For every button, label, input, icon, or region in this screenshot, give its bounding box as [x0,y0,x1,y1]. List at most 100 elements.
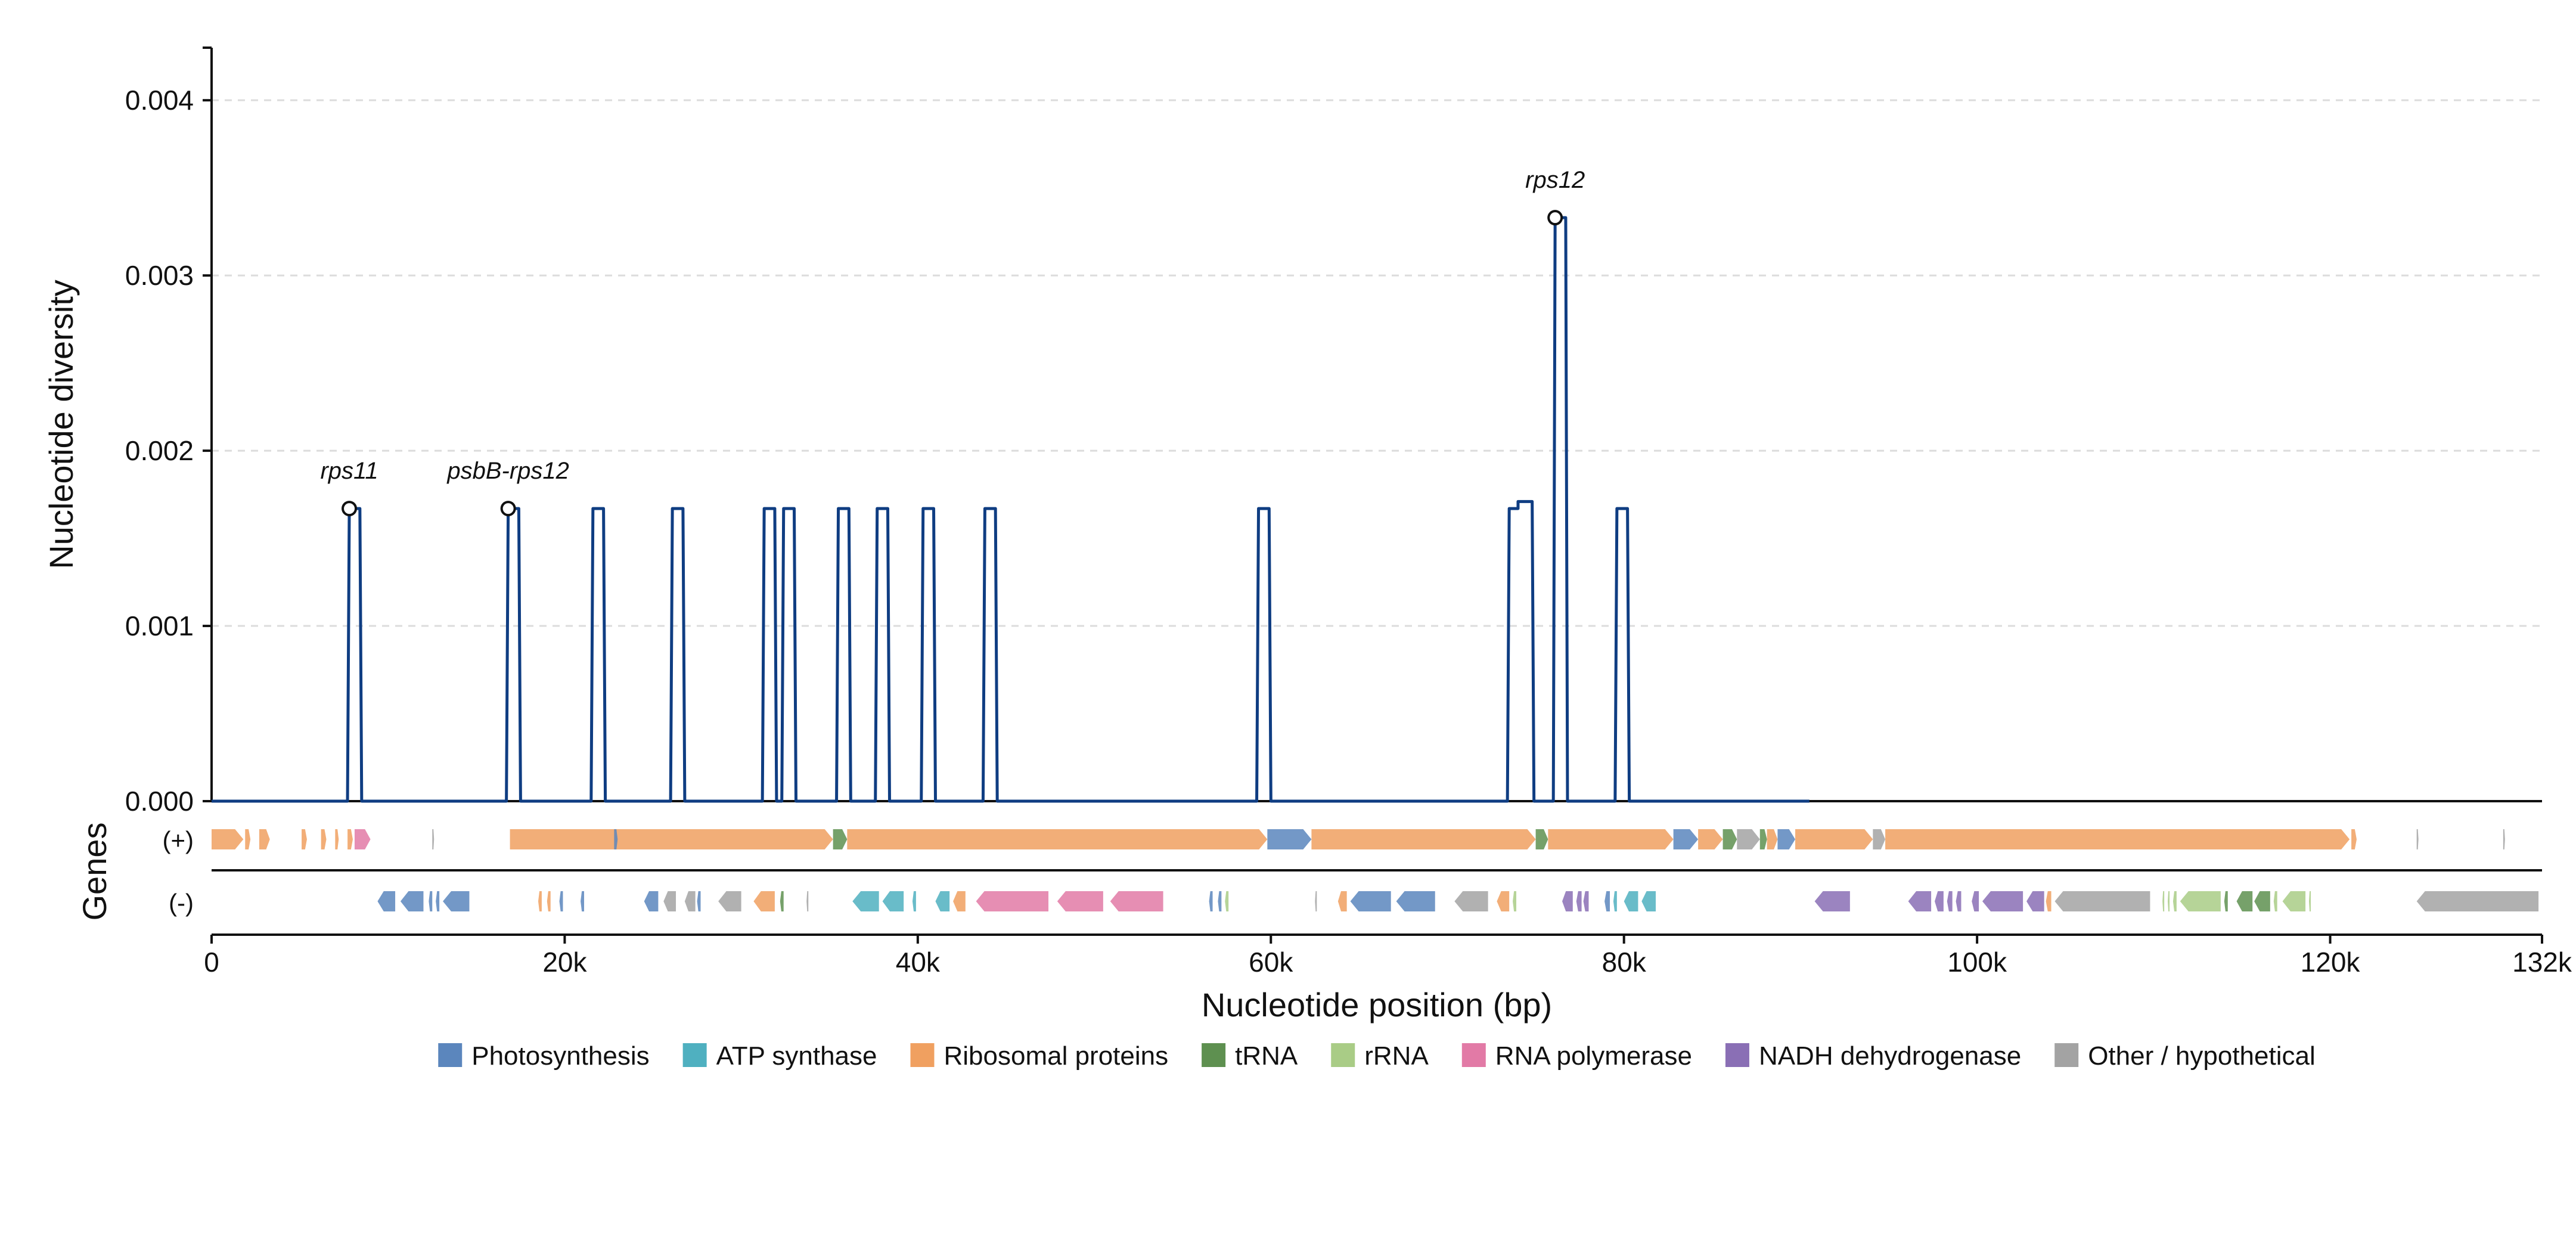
legend-swatch [1331,1043,1355,1067]
plus-strand-gene [1885,829,2350,849]
plus-strand-gene [510,829,833,849]
plus-strand-gene [1767,829,1778,849]
minus-strand-gene [400,891,424,911]
minus-strand-gene [806,891,809,911]
x-tick-label: 0 [204,947,219,978]
minus-strand-gene [1337,891,1347,911]
y-axis-title: Nucleotide diversity [42,280,80,569]
plus-strand-gene [321,829,327,849]
peak-label: rps11 [320,458,378,484]
legend-swatch [910,1043,935,1067]
plus-strand-gene [1795,829,1873,849]
minus-strand-gene [2026,891,2044,911]
y-ticks: 0.000 0.001 0.002 0.003 0.004 [125,85,212,817]
legend-label: rRNA [1364,1041,1429,1071]
x-tick-label: 120k [2301,947,2361,978]
plus-strand-gene [1759,829,1767,849]
minus-strand-gene [1350,891,1391,911]
plus-strand-gene [1548,829,1674,849]
legend-swatch [1202,1043,1226,1067]
minus-strand-gene [429,891,433,911]
y-tick-label: 0.004 [125,85,194,116]
minus-strand-gene [753,891,775,911]
plus-strand-gene [1311,829,1536,849]
minus-strand-gene [1972,891,1979,911]
minus-strand-gene [443,891,470,911]
minus-strand-label: (-) [169,889,194,917]
peak-annotations: rps11 psbB-rps12 rps12 [320,167,1585,517]
minus-strand-gene [436,891,440,911]
legend-swatch [1725,1043,1749,1067]
plus-strand-gene [1777,829,1796,849]
minus-strand-gene [1624,891,1638,911]
minus-strand-gene [976,891,1049,911]
plus-strand-gene [1722,829,1737,849]
minus-strand-gene [2254,891,2270,911]
minus-strand-gene [2172,891,2177,911]
plus-strand-gene [212,829,244,849]
minus-strand-gene [644,891,659,911]
minus-strand-gene [2054,891,2150,911]
legend-label: ATP synthase [716,1041,877,1071]
minus-strand-gene [2273,891,2277,911]
minus-strand-gene [1315,891,1317,911]
minus-strand-gene [538,891,542,911]
plus-strand-gene [833,829,848,849]
axes [203,46,2542,936]
peak-marker [500,501,516,517]
minus-strand-gene [1982,891,2023,911]
minus-strand-gene [2416,891,2539,911]
plus-strand-gene [302,829,307,849]
minus-strand-gene [1935,891,1944,911]
plus-strand-gene [1267,829,1312,849]
plus-strand-gene [847,829,1268,849]
plus-strand-gene [1673,829,1699,849]
gene-track-title: Genes [76,823,113,921]
plus-strand-gene [354,829,371,849]
minus-strand-gene [663,891,676,911]
minus-strand-gene [1613,891,1617,911]
legend-swatch [2054,1043,2079,1067]
plus-strand-gene [1737,829,1760,849]
plus-strand-gene [614,829,618,849]
y-tick-label: 0.003 [125,260,194,291]
legend-label: tRNA [1235,1041,1298,1071]
minus-strand-gene [1814,891,1850,911]
plus-strand-gene [1873,829,1886,849]
minus-strand-gene [1225,891,1229,911]
minus-strand-gene [1218,891,1222,911]
diversity-series-line [212,216,1810,803]
legend: Photosynthesis ATP synthase Ribosomal prot… [438,1041,2316,1071]
plus-strand-gene [2503,829,2505,849]
minus-strand-gene [1956,891,1962,911]
plus-strand-label: (+) [163,826,194,854]
legend-label: RNA polymerase [1495,1041,1692,1071]
minus-strand-gene [559,891,563,911]
minus-strand-gene [1454,891,1488,911]
legend-label: NADH dehydrogenase [1759,1041,2021,1071]
minus-strand-gene [935,891,950,911]
plus-strand-gene [2351,829,2357,849]
x-tick-label: 100k [1947,947,2007,978]
legend-label: Other / hypothetical [2088,1041,2316,1071]
plus-strand-gene [1698,829,1723,849]
minus-strand-gene [1513,891,1517,911]
minus-strand-gene [547,891,551,911]
minus-strand-gene [953,891,966,911]
legend-label: Ribosomal proteins [944,1041,1168,1071]
minus-strand-gene [1908,891,1932,911]
plus-strand-gene [259,829,270,849]
plus-strand-gene [347,829,353,849]
minus-strand-gene [1641,891,1656,911]
legend-swatch [438,1043,463,1067]
minus-strand-gene [1110,891,1163,911]
minus-strand-gene [1396,891,1435,911]
plus-strand-gene [432,829,434,849]
legend-swatch [1461,1043,1486,1067]
x-tick-label: 20k [542,947,587,978]
minus-strand-gene [2046,891,2052,911]
minus-strand-gene [1057,891,1103,911]
x-ticks: 0 20k 40k 60k 80k 100k 120k 132k [204,935,2572,978]
plus-strand-gene [1535,829,1548,849]
